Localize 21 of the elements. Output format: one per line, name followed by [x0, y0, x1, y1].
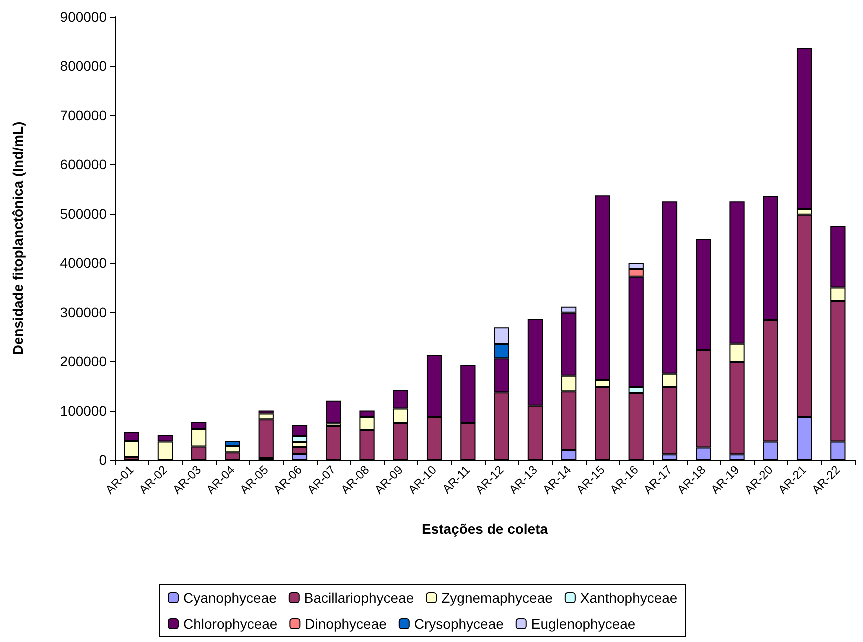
legend-label: Zygnemaphyceae [442, 590, 554, 606]
y-tick-label: 700000 [60, 107, 108, 124]
legend-label: Chlorophyceae [184, 616, 278, 632]
y-tick-label: 500000 [60, 206, 108, 222]
y-tick-label: 100000 [60, 402, 108, 419]
legend-label: Bacillariophyceae [304, 590, 414, 606]
y-tick-label: 0 [99, 452, 108, 468]
y-tick-label: 200000 [60, 354, 108, 370]
legend-label: Euglenophyceae [531, 616, 636, 632]
y-tick-label: 800000 [60, 58, 108, 74]
y-axis-title: Densidade fitoplanctônica (Ind/mL) [10, 122, 26, 356]
y-tick-label: 300000 [60, 304, 108, 320]
y-tick-label: 600000 [60, 156, 108, 173]
bar [326, 400, 342, 424]
legend-label: Xanthophyceae [580, 590, 678, 606]
y-tick-label: 900000 [60, 9, 108, 25]
x-axis-title: Estações de coleta [422, 521, 548, 537]
legend-label: Cyanophyceae [184, 590, 278, 606]
legend-label: Crysophyceae [414, 616, 504, 632]
y-tick-label: 400000 [60, 255, 108, 272]
legend-label: Dinophyceae [305, 616, 388, 632]
